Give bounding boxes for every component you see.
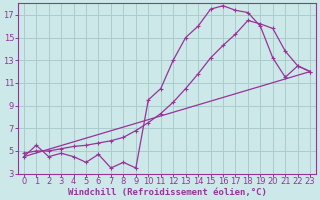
X-axis label: Windchill (Refroidissement éolien,°C): Windchill (Refroidissement éolien,°C) bbox=[68, 188, 267, 197]
